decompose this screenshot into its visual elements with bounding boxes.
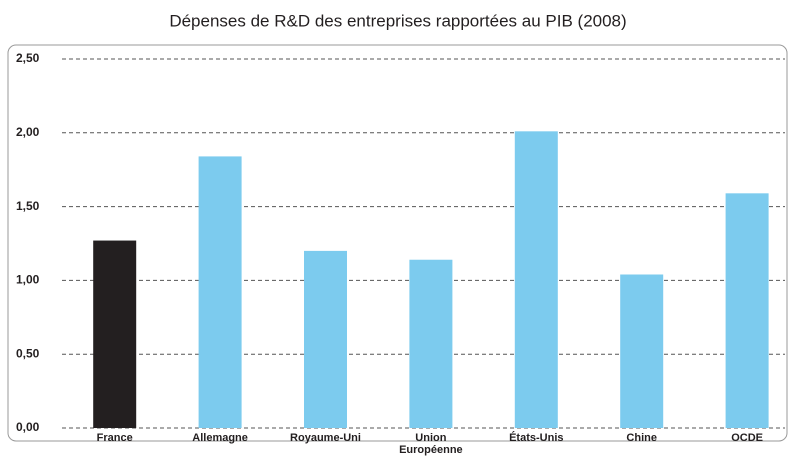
y-tick-label: 1,50 <box>16 199 40 213</box>
x-tick-label: États-Unis <box>509 432 564 444</box>
x-tick-label: Union Européenne <box>399 432 463 456</box>
y-tick-label: 2,50 <box>16 51 40 65</box>
bar <box>620 274 664 428</box>
bar <box>93 240 137 428</box>
bar <box>198 156 242 428</box>
bar <box>409 259 453 428</box>
bar <box>304 250 347 428</box>
y-tick-label: 0,00 <box>16 420 40 434</box>
bar <box>514 131 558 428</box>
x-tick-label: Allemagne <box>192 432 248 444</box>
x-tick-label: Chine <box>626 432 657 444</box>
bar <box>725 193 769 428</box>
y-tick-label: 0,50 <box>16 346 40 360</box>
x-tick-label: OCDE <box>731 432 763 444</box>
x-tick-label: Royaume-Uni <box>290 432 361 444</box>
chart-title: Dépenses de R&D des entreprises rapporté… <box>169 11 626 30</box>
y-tick-label: 2,00 <box>16 125 40 139</box>
y-tick-label: 1,00 <box>16 273 40 287</box>
plot-frame <box>7 44 788 442</box>
x-tick-label: France <box>96 432 133 444</box>
